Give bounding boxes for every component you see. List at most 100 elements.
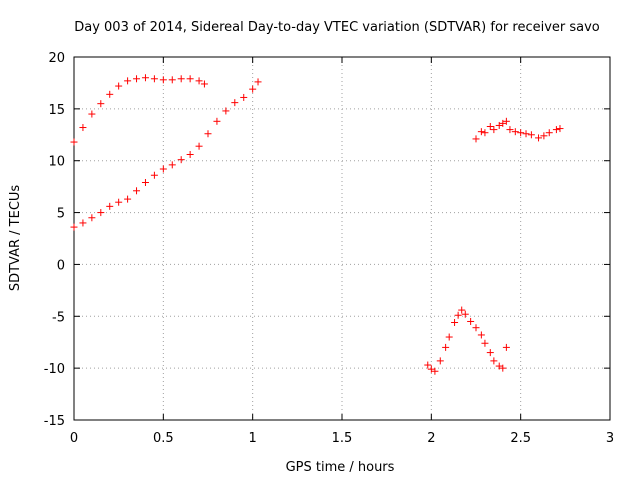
x-tick-labels: 0 0.5 1 1.5 2 2.5 3 (70, 431, 614, 446)
data-point-marker (106, 90, 114, 98)
data-point-marker (517, 129, 525, 137)
data-point-marker (451, 319, 459, 327)
data-point-marker (477, 128, 485, 136)
data-point-marker (445, 333, 453, 341)
data-point-marker (231, 99, 239, 107)
data-point-marker (88, 110, 96, 118)
grid-lines (74, 57, 610, 420)
data-point-marker (495, 121, 503, 129)
data-point-marker (436, 357, 444, 365)
data-point-marker (159, 76, 167, 84)
x-tick-label: 2.5 (510, 431, 531, 446)
data-point-marker (79, 219, 87, 227)
data-point-marker (168, 161, 176, 169)
data-point-marker (431, 367, 439, 375)
data-point-marker (502, 343, 510, 351)
data-point-marker (133, 187, 141, 195)
data-point-marker (552, 126, 560, 134)
y-axis-label: SDTVAR / TECUs (8, 185, 23, 292)
x-tick-label: 1 (249, 431, 257, 446)
data-point-marker (511, 128, 519, 136)
data-point-marker (254, 78, 262, 86)
data-point-marker (535, 134, 543, 142)
data-point-marker (467, 317, 475, 325)
data-point-marker (442, 343, 450, 351)
data-point-marker (481, 339, 489, 347)
data-point-marker (204, 130, 212, 138)
y-tick-label: 10 (48, 155, 65, 170)
series-arc-1 (70, 74, 208, 146)
series-arc-2 (70, 78, 262, 231)
data-point-marker (141, 178, 149, 186)
y-tick-label: -15 (44, 414, 65, 429)
data-point-marker (540, 132, 548, 140)
y-tick-labels: 20 15 10 5 0 -5 -10 -15 (44, 51, 65, 429)
y-tick-label: -10 (44, 362, 65, 377)
x-axis-label: GPS time / hours (286, 460, 395, 475)
x-tick-label: 1.5 (332, 431, 353, 446)
data-point-marker (545, 129, 553, 137)
x-tick-label: 3 (606, 431, 614, 446)
data-point-marker (97, 209, 105, 217)
data-point-marker (70, 223, 78, 231)
data-point-marker (88, 214, 96, 222)
y-tick-label: -5 (52, 310, 65, 325)
data-point-marker (522, 130, 530, 138)
data-point-marker (499, 364, 507, 372)
data-point-marker (159, 165, 167, 173)
data-point-marker (502, 117, 510, 125)
x-tick-label: 0 (70, 431, 78, 446)
data-point-marker (527, 131, 535, 139)
data-point-marker (133, 75, 141, 83)
data-point-marker (115, 198, 123, 206)
data-point-marker (222, 107, 230, 115)
data-point-marker (458, 306, 466, 314)
data-point-marker (150, 171, 158, 179)
x-tick-label: 0.5 (153, 431, 174, 446)
series-arc-4 (472, 117, 564, 143)
data-point-marker (124, 77, 132, 85)
axis-ticks (73, 56, 611, 421)
data-point-marker (424, 361, 432, 369)
y-tick-label: 20 (48, 51, 65, 66)
data-point-marker (477, 331, 485, 339)
data-point-marker (249, 85, 257, 93)
data-point-marker (115, 82, 123, 90)
data-point-marker (186, 75, 194, 83)
data-point-marker (186, 150, 194, 158)
data-point-marker (506, 126, 514, 134)
data-point-marker (141, 74, 149, 82)
y-tick-label: 15 (48, 103, 65, 118)
data-point-marker (472, 135, 480, 143)
data-point-marker (490, 126, 498, 134)
data-point-marker (556, 125, 564, 133)
data-point-marker (427, 365, 435, 373)
data-point-marker (454, 311, 462, 319)
data-point-marker (213, 117, 221, 125)
data-point-marker (195, 77, 203, 85)
data-point-marker (486, 122, 494, 130)
data-point-marker (79, 124, 87, 132)
data-point-marker (472, 324, 480, 332)
data-points (70, 74, 564, 375)
data-point-marker (200, 80, 208, 88)
data-point-marker (168, 76, 176, 84)
data-point-marker (499, 119, 507, 127)
data-point-marker (481, 129, 489, 137)
data-point-marker (486, 349, 494, 357)
data-point-marker (106, 202, 114, 210)
data-point-marker (150, 75, 158, 83)
data-point-marker (70, 138, 78, 146)
data-point-marker (124, 195, 132, 203)
series-arc-3 (424, 306, 510, 375)
chart-title: Day 003 of 2014, Sidereal Day-to-day VTE… (74, 20, 600, 35)
data-point-marker (495, 362, 503, 370)
data-point-marker (97, 100, 105, 108)
data-point-marker (461, 310, 469, 318)
data-point-marker (177, 156, 185, 164)
y-tick-label: 0 (57, 258, 65, 273)
x-tick-label: 2 (427, 431, 435, 446)
data-point-marker (240, 93, 248, 101)
y-tick-label: 5 (57, 207, 65, 222)
